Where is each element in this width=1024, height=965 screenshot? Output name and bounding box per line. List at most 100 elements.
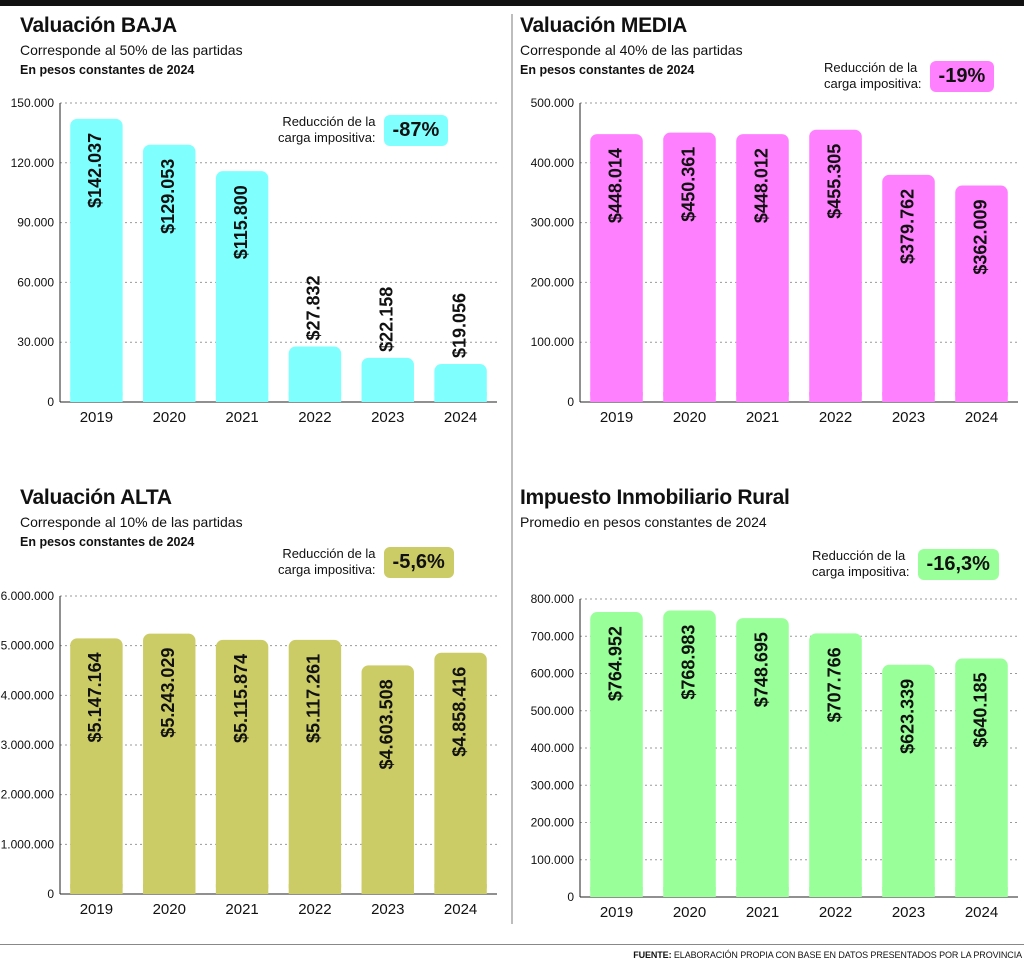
x-tick-label: 2021 [746, 904, 779, 921]
x-tick-label: 2022 [298, 901, 331, 918]
data-label: $448.014 [605, 148, 625, 223]
bar-base [736, 887, 789, 897]
bar-base [590, 887, 643, 897]
bar [809, 129, 862, 403]
source-text: ELABORACIÓN PROPIA CON BASE EN DATOS PRE… [673, 950, 1022, 960]
data-label: $379.762 [897, 189, 917, 264]
bar-chart: 0 1.000.000 2.000.000 3.000.000 4.000.000 5.0… [1, 589, 497, 918]
data-label: $129.053 [158, 159, 178, 234]
bar [882, 664, 935, 897]
bar-base [143, 884, 196, 894]
chart-subtitle: Corresponde al 10% de las partidas [20, 514, 243, 530]
bar-base [70, 884, 123, 894]
y-tick-label: 120.000 [11, 156, 55, 170]
reduction-badge: -5,6% [383, 546, 454, 578]
y-tick-label: 300.000 [531, 216, 575, 230]
chart-title: Valuación MEDIA [520, 14, 688, 37]
y-tick-label: 300.000 [531, 778, 575, 792]
x-tick-label: 2021 [746, 409, 779, 426]
bar-base [361, 884, 414, 894]
y-tick-label: 100.000 [531, 853, 575, 867]
bar [143, 633, 196, 894]
data-label: $448.012 [751, 148, 771, 223]
bar-chart: 0 100.000 200.000 300.000 400.000 500.000 600.… [531, 592, 1018, 921]
bar [663, 132, 716, 402]
bar-base [215, 392, 269, 402]
source-label: FUENTE: [633, 950, 672, 960]
bar [361, 665, 414, 894]
x-tick-label: 2019 [80, 901, 113, 918]
reduction-callout: Reducción de la carga impositiva: -19% [824, 56, 995, 96]
footer-rule [0, 944, 1024, 945]
chart-subtitle: Promedio en pesos constantes de 2024 [520, 514, 767, 530]
data-label: $5.115.874 [231, 654, 251, 743]
x-tick-label: 2022 [819, 904, 852, 921]
panel-valuacion-media: Valuación MEDIA Corresponde al 40% de la… [512, 0, 1024, 470]
bar-base [215, 884, 269, 894]
bar [955, 185, 1008, 402]
panel-valuacion-baja: Valuación BAJA Corresponde al 50% de las… [0, 0, 512, 470]
bar [361, 357, 414, 402]
data-label: $4.858.416 [449, 667, 469, 757]
bar-chart: 0 30.000 60.000 90.000 120.000 150.000 2019 $14… [11, 96, 497, 426]
bar [215, 639, 269, 894]
top-rule [0, 0, 1024, 6]
y-tick-label: 4.000.000 [1, 688, 55, 702]
bar-base [955, 887, 1008, 897]
bar-base [955, 392, 1008, 402]
bar [663, 610, 716, 897]
panel-impuesto-rural: Impuesto Inmobiliario Rural Promedio en … [512, 472, 1024, 942]
reduction-label: Reducción de la carga impositiva: [278, 546, 376, 577]
chart-title: Valuación BAJA [20, 14, 177, 37]
y-tick-label: 0 [47, 887, 54, 901]
bar [736, 618, 789, 897]
bar [809, 633, 862, 897]
bar [590, 134, 643, 402]
data-label: $4.603.508 [377, 679, 397, 769]
y-tick-label: 90.000 [17, 216, 54, 230]
bar [882, 174, 935, 402]
y-tick-label: 3.000.000 [1, 738, 55, 752]
bar-base [434, 392, 487, 402]
reduction-callout: Reducción de la carga impositiva: -5,6% [278, 542, 454, 582]
y-tick-label: 150.000 [11, 96, 55, 110]
y-tick-label: 1.000.000 [1, 837, 55, 851]
x-tick-label: 2021 [225, 409, 258, 426]
x-tick-label: 2024 [444, 409, 477, 426]
chart-subtitle: Corresponde al 40% de las partidas [520, 42, 743, 58]
bar-base [434, 884, 487, 894]
bar [288, 346, 342, 402]
bar-base [143, 392, 196, 402]
bar-base [663, 887, 716, 897]
bar [736, 134, 789, 403]
source-footer: FUENTE: ELABORACIÓN PROPIA CON BASE EN D… [633, 950, 1022, 960]
bar-base [288, 392, 342, 402]
x-tick-label: 2022 [298, 409, 331, 426]
vertical-divider [511, 14, 513, 924]
y-tick-label: 700.000 [531, 629, 575, 643]
x-tick-label: 2023 [371, 901, 404, 918]
data-label: $748.695 [751, 632, 771, 707]
chart-subtitle-units: En pesos constantes de 2024 [520, 63, 695, 77]
bar [955, 658, 1008, 897]
bar-base [809, 392, 862, 402]
y-tick-label: 400.000 [531, 741, 575, 755]
bar-base [361, 392, 414, 402]
y-tick-label: 100.000 [531, 335, 575, 349]
x-tick-label: 2019 [600, 904, 633, 921]
data-label: $623.339 [897, 679, 917, 754]
data-label: $455.305 [824, 144, 844, 219]
bar-base [590, 392, 643, 402]
reduction-badge: -16,3% [917, 548, 999, 580]
reduction-badge: -87% [383, 114, 449, 146]
chart-title: Impuesto Inmobiliario Rural [520, 486, 790, 509]
x-tick-label: 2020 [673, 904, 706, 921]
bar [215, 171, 269, 402]
y-tick-label: 6.000.000 [1, 589, 55, 603]
x-tick-label: 2023 [892, 904, 925, 921]
bar [70, 638, 123, 894]
reduction-badge: -19% [929, 60, 995, 92]
data-label: $5.117.261 [304, 654, 324, 743]
x-tick-label: 2020 [153, 901, 186, 918]
x-tick-label: 2022 [819, 409, 852, 426]
